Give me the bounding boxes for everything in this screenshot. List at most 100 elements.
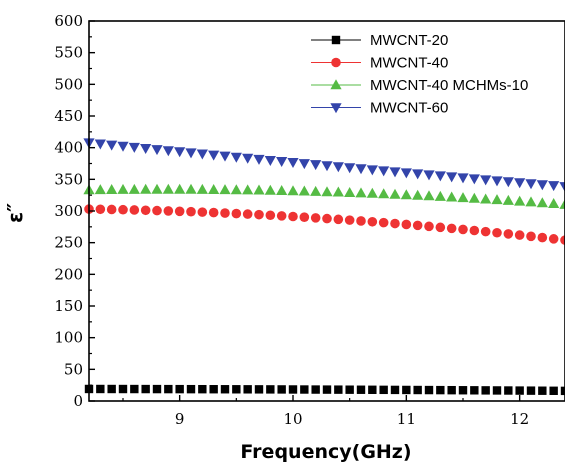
- data-point-mwcnt-60: [344, 163, 356, 174]
- data-point-mwcnt-60: [287, 158, 299, 169]
- data-point-mwcnt-20: [130, 384, 139, 394]
- data-point-mwcnt-60: [412, 169, 424, 180]
- data-markers: [83, 138, 565, 396]
- data-point-mwcnt-40: [435, 222, 446, 233]
- y-tick-label: 600: [54, 12, 83, 30]
- data-point-mwcnt-60: [400, 168, 412, 179]
- data-point-mwcnt-40: [390, 218, 400, 229]
- data-point-mwcnt-20: [232, 385, 241, 394]
- data-point-mwcnt-60: [423, 170, 435, 181]
- data-point-mwcnt-40-mchms-10: [151, 183, 163, 194]
- data-point-mwcnt-40-mchms-10: [321, 186, 333, 197]
- data-point-mwcnt-40-mchms-10: [366, 187, 378, 198]
- data-point-mwcnt-20: [118, 384, 128, 394]
- data-point-mwcnt-20: [175, 384, 184, 394]
- data-point-mwcnt-60: [94, 139, 106, 150]
- data-point-mwcnt-20: [470, 386, 479, 395]
- data-point-mwcnt-40-mchms-10: [174, 183, 186, 194]
- data-point-mwcnt-20: [481, 386, 490, 395]
- data-point-mwcnt-40: [208, 207, 219, 218]
- y-tick-label: 450: [54, 107, 83, 125]
- y-tick-label: 500: [54, 75, 83, 93]
- data-point-mwcnt-40-mchms-10: [446, 191, 458, 202]
- data-point-mwcnt-20: [198, 384, 207, 394]
- data-point-mwcnt-60: [242, 153, 254, 164]
- data-point-mwcnt-20: [141, 384, 150, 394]
- y-tick-label: 150: [54, 297, 83, 315]
- data-point-mwcnt-40: [356, 216, 366, 226]
- data-point-mwcnt-40: [276, 211, 287, 221]
- data-point-mwcnt-60: [106, 140, 118, 151]
- data-point-mwcnt-20: [368, 385, 377, 394]
- data-point-mwcnt-20: [345, 385, 354, 394]
- data-point-mwcnt-40-mchms-10: [514, 195, 526, 206]
- data-point-mwcnt-40-mchms-10: [378, 188, 390, 199]
- data-point-mwcnt-60: [117, 141, 129, 152]
- x-tick-label: 11: [397, 410, 416, 428]
- data-point-mwcnt-60: [174, 147, 186, 158]
- data-point-mwcnt-20: [447, 385, 456, 395]
- data-point-mwcnt-20: [515, 386, 524, 395]
- data-point-mwcnt-40: [458, 224, 468, 235]
- y-axis: 0 50 100 150 200 250 300 350 400 450 500 550 600: [54, 12, 95, 410]
- data-point-mwcnt-40: [503, 229, 514, 239]
- data-point-mwcnt-60: [253, 154, 265, 165]
- data-point-mwcnt-40-mchms-10: [423, 190, 435, 201]
- data-point-mwcnt-20: [402, 385, 411, 395]
- data-point-mwcnt-40: [220, 208, 230, 218]
- x-tick-label: 10: [283, 410, 302, 428]
- data-point-mwcnt-40: [378, 217, 389, 228]
- data-point-mwcnt-40-mchms-10: [287, 185, 299, 196]
- data-point-mwcnt-60: [310, 160, 322, 171]
- data-point-mwcnt-40: [288, 211, 298, 222]
- data-point-mwcnt-40: [367, 216, 378, 227]
- legend-marker: [331, 35, 341, 45]
- data-point-mwcnt-60: [378, 166, 390, 177]
- data-point-mwcnt-60: [298, 159, 310, 170]
- data-point-mwcnt-20: [300, 385, 309, 394]
- data-point-mwcnt-40-mchms-10: [536, 197, 548, 208]
- data-point-mwcnt-40: [106, 204, 117, 215]
- data-point-mwcnt-40-mchms-10: [468, 192, 480, 203]
- data-point-mwcnt-60: [536, 180, 548, 191]
- data-point-mwcnt-40: [95, 204, 106, 215]
- data-point-mwcnt-20: [220, 385, 230, 394]
- data-point-mwcnt-20: [288, 385, 298, 394]
- data-point-mwcnt-60: [434, 171, 446, 182]
- x-axis: 9 10 11 12: [122, 395, 529, 428]
- data-point-mwcnt-40: [197, 207, 208, 217]
- data-point-mwcnt-40: [129, 205, 140, 215]
- data-point-mwcnt-20: [413, 385, 422, 395]
- data-point-mwcnt-60: [321, 161, 333, 172]
- data-point-mwcnt-40: [560, 235, 565, 245]
- data-point-mwcnt-40-mchms-10: [344, 186, 356, 197]
- data-point-mwcnt-20: [186, 384, 196, 394]
- y-tick-label: 550: [54, 44, 83, 62]
- data-point-mwcnt-40-mchms-10: [162, 183, 174, 194]
- data-point-mwcnt-20: [209, 385, 218, 394]
- data-point-mwcnt-40: [186, 206, 196, 217]
- data-point-mwcnt-40-mchms-10: [389, 188, 401, 199]
- legend-marker: [331, 57, 341, 68]
- y-tick-label: 50: [64, 360, 83, 378]
- data-point-mwcnt-40-mchms-10: [219, 184, 231, 195]
- y-tick-label: 300: [54, 202, 83, 220]
- y-axis-title: ε″: [3, 203, 27, 223]
- data-point-mwcnt-20: [549, 386, 558, 395]
- data-point-mwcnt-60: [208, 150, 220, 161]
- data-point-mwcnt-40-mchms-10: [242, 184, 254, 195]
- data-point-mwcnt-20: [390, 385, 400, 395]
- y-tick-label: 350: [54, 170, 83, 188]
- data-point-mwcnt-20: [379, 385, 388, 395]
- data-point-mwcnt-40: [424, 221, 434, 232]
- data-point-mwcnt-60: [128, 142, 140, 153]
- x-tick-label: 9: [175, 410, 185, 428]
- data-point-mwcnt-20: [436, 385, 445, 395]
- data-point-mwcnt-20: [538, 386, 547, 395]
- data-point-mwcnt-60: [468, 174, 480, 185]
- data-point-mwcnt-40: [299, 212, 310, 222]
- data-point-mwcnt-60: [230, 152, 242, 163]
- data-point-mwcnt-40: [526, 231, 536, 242]
- data-point-mwcnt-20: [560, 386, 565, 396]
